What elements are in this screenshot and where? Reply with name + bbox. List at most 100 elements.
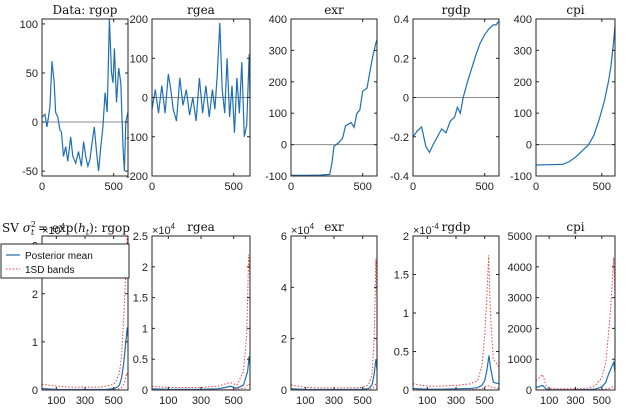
y-tick-label: 2	[281, 334, 287, 346]
axes-box	[151, 235, 251, 391]
y-tick-label: 200	[514, 77, 532, 89]
x-tick-label: 500	[104, 395, 122, 407]
x-tick-label: 500	[224, 395, 242, 407]
title-part: 2	[31, 220, 36, 229]
y-tick-label: 50	[26, 68, 38, 80]
series-line	[41, 18, 129, 172]
y-tick-label: 0	[142, 385, 148, 397]
x-tick-label: 100	[296, 395, 314, 407]
x-tick-label: 0	[410, 181, 416, 193]
x-tick-label: 100	[418, 395, 436, 407]
y-tick-label: 3000	[508, 293, 532, 305]
axes-box	[290, 18, 378, 177]
x-tick-label: 300	[76, 395, 94, 407]
axis-exponent: ×104	[152, 222, 176, 237]
axis-exponent: ×104	[291, 222, 315, 237]
y-tick-label: 100	[130, 53, 148, 65]
axes-box	[290, 235, 378, 391]
y-tick-label: -100	[126, 132, 148, 144]
band-line	[41, 235, 129, 388]
band-line	[412, 255, 500, 387]
legend-box	[0, 243, 130, 279]
y-tick-label: 1	[32, 337, 38, 349]
series-line	[291, 39, 378, 176]
x-tick-label: 0	[149, 181, 155, 193]
panel-title: rgdp	[442, 3, 471, 17]
panel-title: exr	[324, 220, 344, 234]
y-tick-label: 0	[281, 385, 287, 397]
y-tick-label: 0	[403, 385, 409, 397]
series-line	[41, 327, 129, 391]
series-line	[290, 359, 378, 391]
x-tick-label: 300	[566, 395, 584, 407]
panel-2-5: 0 1000 2000 3000 4000 5000 100 300 500 cpi	[508, 220, 616, 407]
exponent-base: ×10	[152, 225, 171, 237]
x-tick-label: 500	[593, 395, 611, 407]
y-tick-label: 1	[142, 323, 148, 335]
y-tick-label: 0	[32, 385, 38, 397]
y-tick-label: 0.2	[394, 53, 409, 65]
band-line	[535, 257, 616, 390]
x-tick-label: 500	[593, 181, 611, 193]
y-tick-label: 1.5	[394, 270, 409, 282]
axes-box	[41, 18, 129, 177]
x-tick-label: 300	[192, 395, 210, 407]
panel-title: cpi	[566, 3, 584, 17]
y-tick-label: 0.5	[133, 354, 148, 366]
panel-title: rgea	[187, 220, 215, 234]
legend-label-mean: Posterior mean	[25, 251, 93, 262]
series-line	[535, 360, 616, 391]
y-tick-label: 1	[403, 308, 409, 320]
legend-label-band: 1SD bands	[25, 265, 74, 276]
axis-exponent: ×10-4	[413, 222, 439, 237]
band-line	[290, 259, 378, 389]
panel-1-4: -0.4 -0.2 0 0.2 0.4 0 500 rgdp	[390, 3, 500, 193]
y-tick-label: 6	[281, 231, 287, 243]
y-tick-label: 0.4	[394, 14, 409, 26]
exponent-power: -4	[432, 222, 440, 231]
exponent-power: 4	[171, 222, 176, 231]
panel-title: rgdp	[442, 220, 471, 234]
series-line	[151, 22, 251, 137]
x-tick-label: 500	[104, 181, 122, 193]
x-tick-label: 500	[475, 395, 493, 407]
y-tick-label: 2	[32, 289, 38, 301]
x-tick-label: 500	[224, 181, 242, 193]
panel-title: Data: rgop	[53, 3, 118, 17]
y-tick-label: 0	[281, 140, 287, 152]
y-tick-label: 100	[20, 19, 38, 31]
panel-title: SV σ2 t = exp(ht): rgop	[2, 220, 130, 237]
y-tick-label: 0	[526, 385, 532, 397]
y-tick-label: 200	[130, 14, 148, 26]
y-tick-label: 2	[142, 262, 148, 274]
y-tick-label: 1000	[508, 354, 532, 366]
title-part: SV	[2, 221, 23, 235]
panel-title: exr	[324, 3, 344, 17]
y-tick-label: 0	[32, 117, 38, 129]
series-line	[412, 20, 500, 154]
axes-box	[535, 18, 616, 177]
exponent-base: ×10	[291, 225, 310, 237]
title-part: ): rgop	[89, 221, 130, 235]
x-tick-label: 0	[39, 181, 45, 193]
x-tick-label: 0	[288, 181, 294, 193]
axes-box	[535, 235, 616, 391]
y-tick-label: 100	[514, 108, 532, 120]
x-tick-label: 500	[353, 181, 371, 193]
band-line	[151, 254, 251, 388]
series-line	[535, 25, 616, 166]
exponent-base: ×10	[413, 225, 432, 237]
y-tick-label: 400	[269, 14, 287, 26]
y-tick-label: 100	[269, 108, 287, 120]
y-tick-label: 0	[403, 93, 409, 105]
axis-exponent: ×104	[42, 222, 66, 237]
y-tick-label: -0.2	[390, 132, 409, 144]
panel-1-2: -200 -100 0 100 200 0 500 rgea	[126, 3, 251, 193]
y-tick-label: 2000	[508, 323, 532, 335]
y-tick-label: -0.4	[390, 171, 409, 183]
